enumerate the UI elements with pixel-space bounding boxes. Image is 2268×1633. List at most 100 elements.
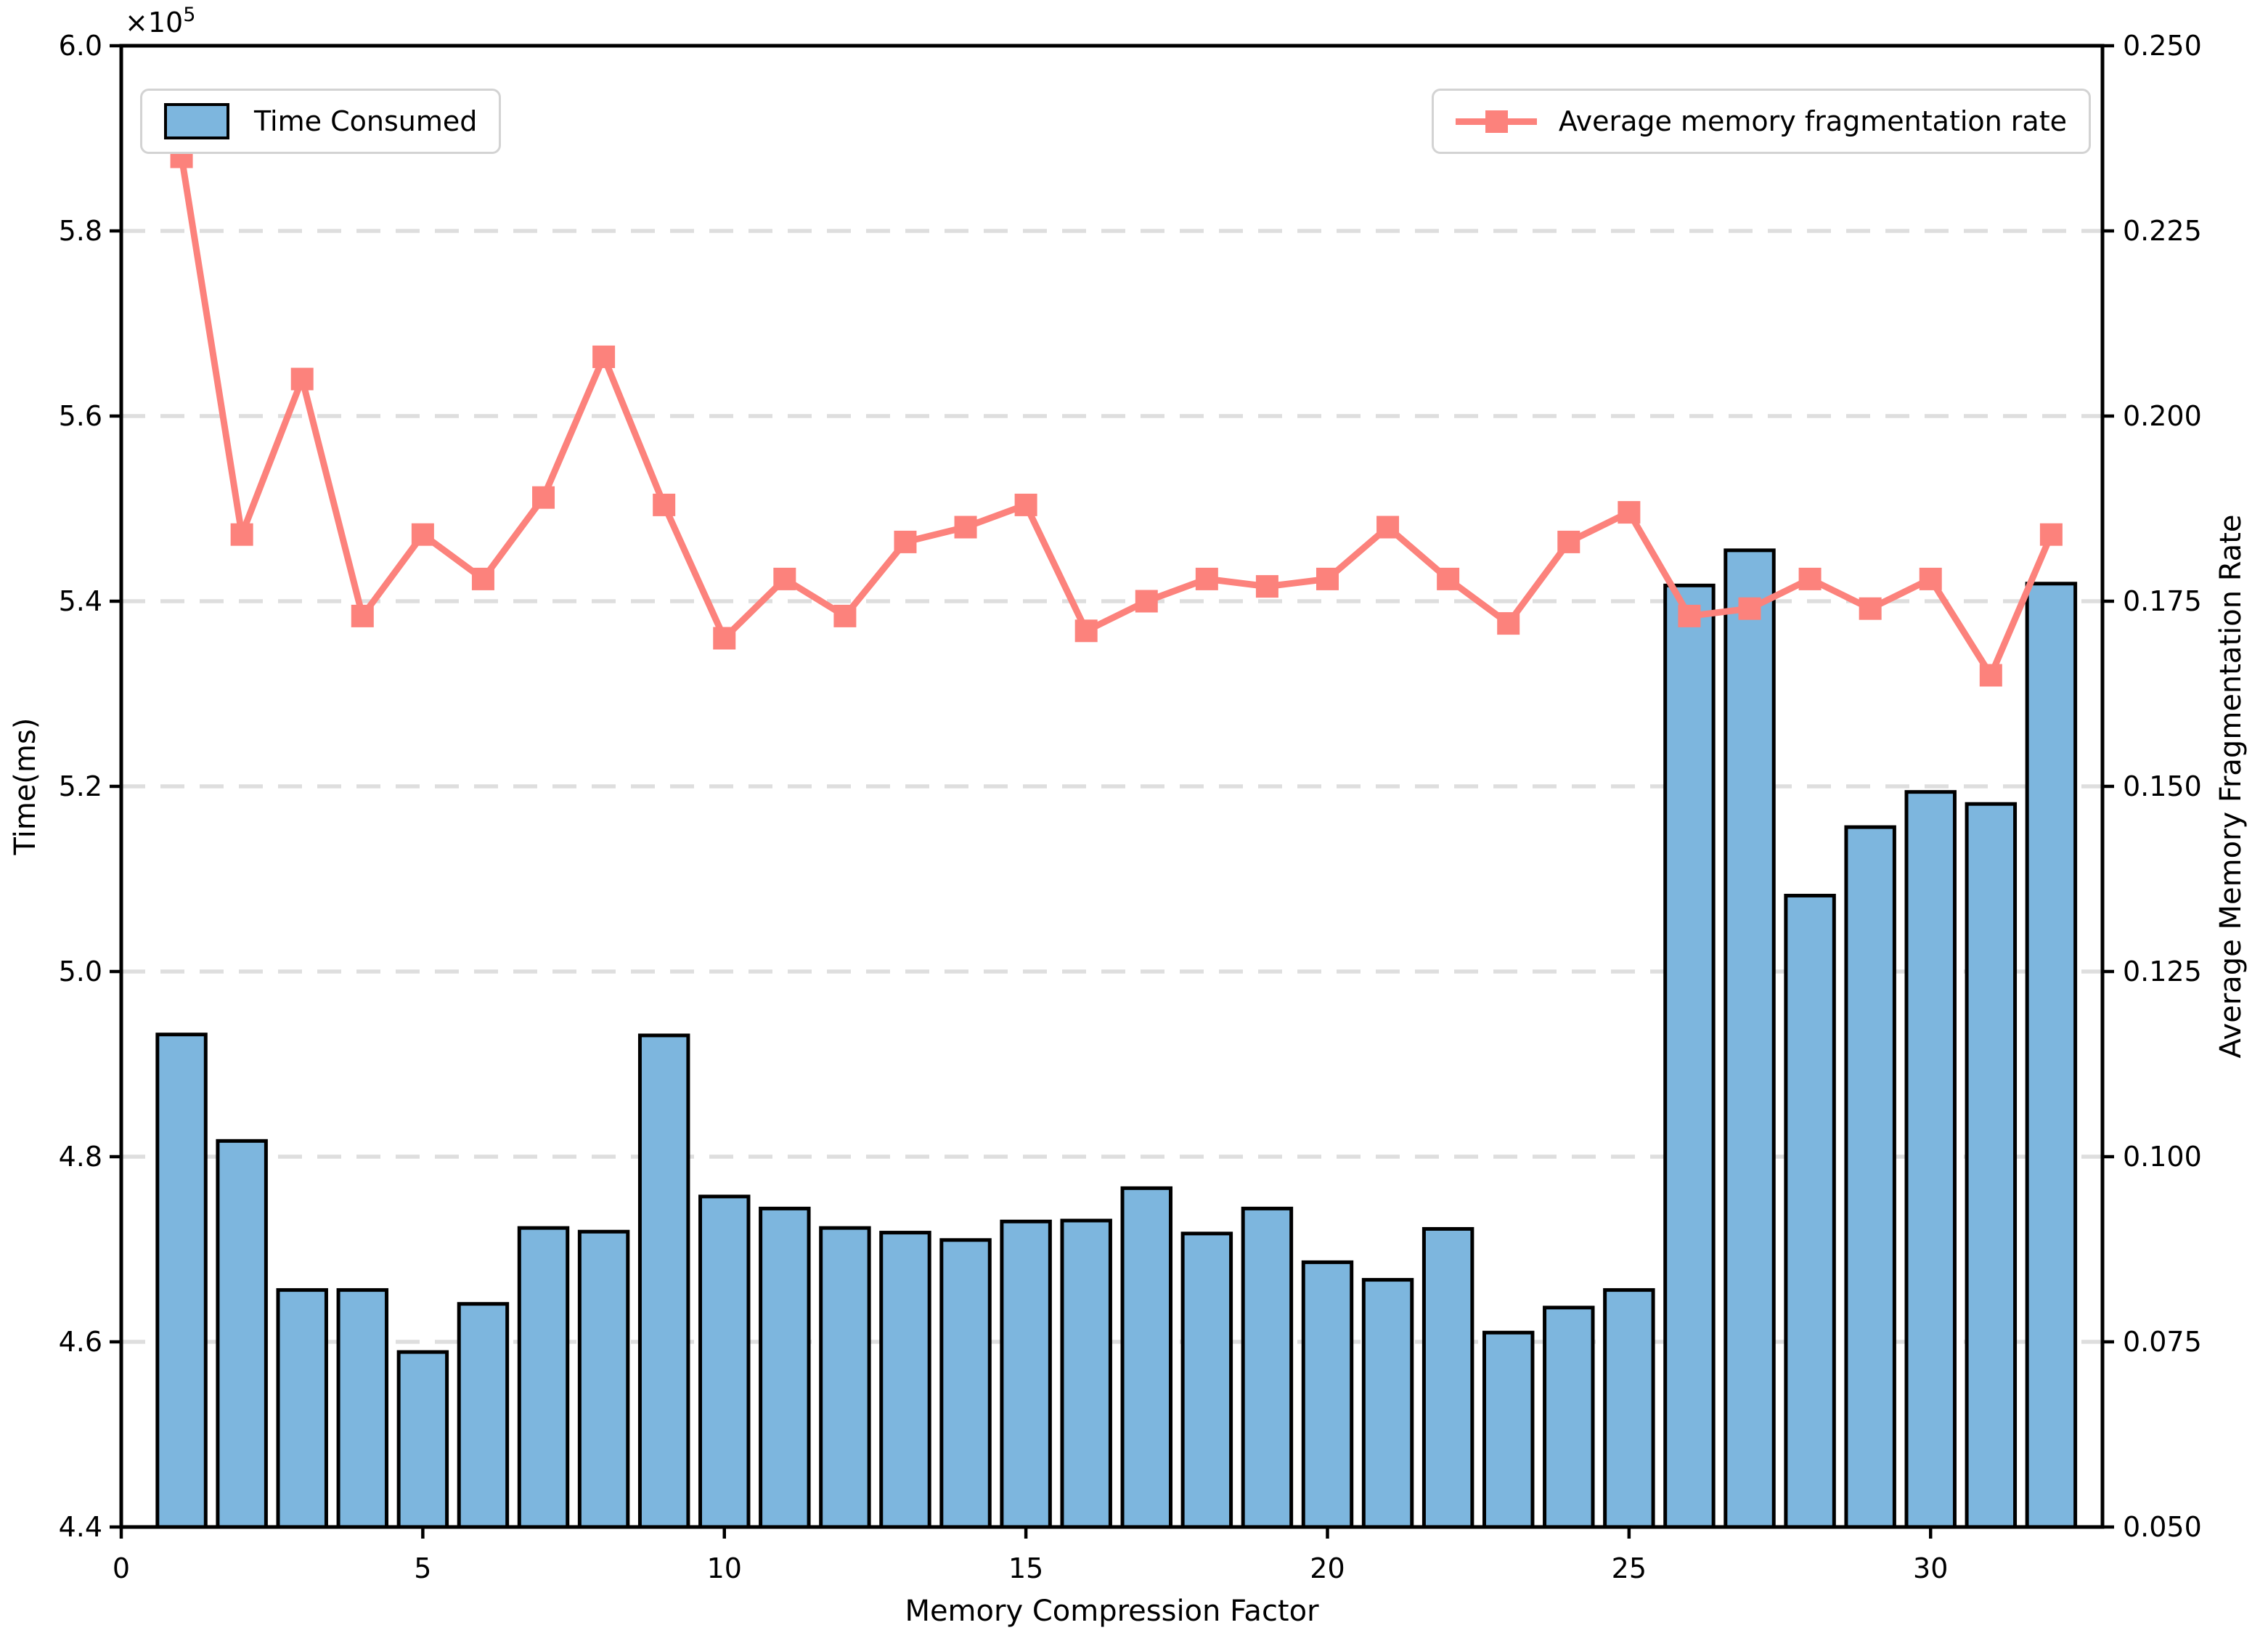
bar: [1361, 1278, 1414, 1529]
y-right-tick-label: 0.200: [2123, 400, 2202, 432]
y-right-tick-label: 0.250: [2123, 30, 2202, 62]
time-consumed-bars: [155, 548, 2078, 1529]
line-marker-icon: [1255, 575, 1278, 598]
bar: [276, 1288, 328, 1529]
legend-time-consumed: Time Consumed: [140, 89, 502, 154]
bar: [1180, 1231, 1233, 1529]
line-marker-icon: [954, 516, 977, 539]
line-marker-icon: [592, 345, 616, 368]
line-marker-icon: [1195, 567, 1218, 590]
line-marker-icon: [653, 493, 676, 516]
line-legend-marker-icon: [1485, 110, 1508, 133]
line-marker-icon: [1919, 567, 1942, 590]
x-tick-label: 15: [1008, 1552, 1043, 1584]
y-left-tick-label: 4.4: [59, 1511, 102, 1543]
bar: [819, 1226, 871, 1529]
y-left-tick-label: 4.6: [59, 1326, 102, 1358]
line-marker-icon: [2039, 523, 2063, 546]
bar: [637, 1033, 690, 1529]
line-legend-swatch: [1455, 106, 1537, 137]
line-marker-icon: [1437, 567, 1460, 590]
x-tick-label: 0: [113, 1552, 130, 1584]
line-marker-icon: [894, 530, 917, 553]
y-left-tick-label: 5.8: [59, 215, 102, 247]
bar: [1784, 893, 1836, 1529]
bar: [457, 1302, 510, 1529]
line-marker-icon: [411, 523, 434, 546]
x-tick-label: 10: [707, 1552, 742, 1584]
x-tick-label: 30: [1913, 1552, 1948, 1584]
bar: [1543, 1306, 1595, 1529]
line-marker-icon: [713, 627, 736, 650]
y-right-tick-label: 0.075: [2123, 1326, 2202, 1358]
y-right-tick-label: 0.150: [2123, 770, 2202, 802]
y-right-tick-label: 0.125: [2123, 956, 2202, 987]
line-marker-icon: [1979, 664, 2002, 687]
line-marker-icon: [1376, 516, 1400, 539]
line-marker-icon: [1678, 604, 1701, 627]
line-marker-icon: [1738, 597, 1761, 620]
bar: [1000, 1219, 1052, 1529]
y-left-tick-label: 5.2: [59, 770, 102, 802]
gridlines: [121, 229, 2102, 1344]
y-left-tick-label: 4.8: [59, 1141, 102, 1173]
x-axis-label: Memory Compression Factor: [905, 1595, 1319, 1628]
bar: [1241, 1206, 1294, 1529]
bar: [1724, 548, 1776, 1529]
line-marker-icon: [230, 523, 253, 546]
line-marker-icon: [773, 567, 796, 590]
line-marker-icon: [351, 604, 374, 627]
bar: [1904, 790, 1957, 1529]
line-marker-icon: [471, 567, 494, 590]
bar: [2025, 582, 2078, 1529]
bar: [1301, 1260, 1354, 1529]
line-marker-icon: [290, 367, 314, 391]
line-marker-icon: [833, 604, 857, 627]
bar: [577, 1229, 630, 1529]
line-marker-icon: [1557, 530, 1580, 553]
bar: [336, 1288, 389, 1529]
line-marker-icon: [1074, 619, 1098, 643]
y-right-axis-label: Average Memory Fragmentation Rate: [2214, 515, 2248, 1059]
line-marker-icon: [1315, 567, 1339, 590]
line-marker-icon: [1135, 590, 1158, 613]
x-tick-label: 5: [414, 1552, 431, 1584]
bar: [155, 1033, 208, 1529]
fragmentation-markers: [170, 145, 2063, 687]
line-marker-icon: [532, 486, 555, 509]
y-left-axis-label: Time(ms): [9, 718, 42, 856]
bar: [759, 1206, 811, 1529]
line-legend-label: Average memory fragmentation rate: [1558, 105, 2067, 137]
bar: [1663, 583, 1716, 1529]
y-left-tick-label: 5.4: [59, 585, 102, 617]
x-tick-label: 20: [1310, 1552, 1345, 1584]
bar: [939, 1238, 992, 1529]
y-right-tick-label: 0.175: [2123, 585, 2202, 617]
y-left-tick-label: 5.6: [59, 400, 102, 432]
y-left-tick-label: 5.0: [59, 956, 102, 987]
line-marker-icon: [1014, 493, 1037, 516]
line-marker-icon: [1497, 612, 1520, 635]
line-marker-icon: [1798, 567, 1822, 590]
bar: [1060, 1218, 1112, 1529]
bar: [698, 1194, 751, 1529]
bar: [216, 1139, 268, 1529]
ticks: 6.0 5.8 5.6 5.4 5.2 5.0 4.8 4.6 4.4 0.250 0.225 0.2…: [59, 30, 2202, 1584]
y-right-tick-label: 0.050: [2123, 1511, 2202, 1543]
bar-legend-label: Time Consumed: [254, 105, 478, 137]
line-marker-icon: [1618, 501, 1641, 524]
axis-offset-label: ×105: [125, 4, 195, 38]
x-tick-label: 25: [1612, 1552, 1647, 1584]
bar: [517, 1226, 570, 1529]
line-marker-icon: [1859, 597, 1882, 620]
y-left-tick-label: 6.0: [59, 30, 102, 62]
bar: [1421, 1226, 1474, 1529]
legend-fragmentation-rate: Average memory fragmentation rate: [1431, 89, 2091, 154]
bar: [1120, 1186, 1172, 1529]
bar: [879, 1231, 931, 1529]
bar: [1482, 1330, 1535, 1529]
bar: [1603, 1288, 1655, 1529]
y-right-tick-label: 0.100: [2123, 1141, 2202, 1173]
